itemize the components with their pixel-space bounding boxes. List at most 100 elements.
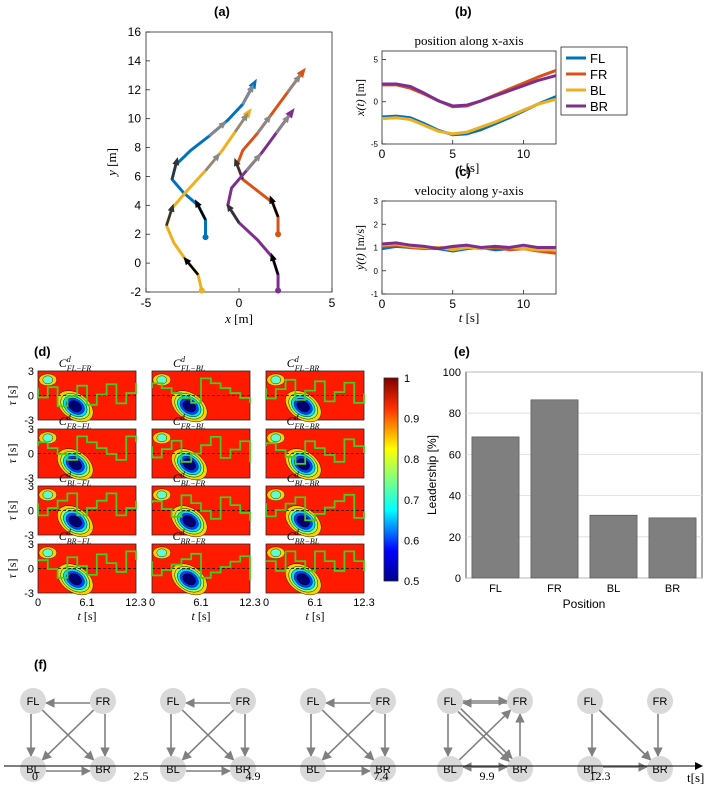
- node-label-FR: FR: [653, 696, 668, 708]
- node-label-FR: FR: [513, 696, 528, 708]
- heatmap-title-superscript: d: [295, 413, 300, 422]
- x-tick-label-a: 5: [329, 296, 336, 310]
- colorbar: [383, 377, 399, 582]
- heatmap-y-unit: [s]: [5, 501, 19, 517]
- end-marker-FR: [296, 67, 306, 79]
- heatmap-y-tick-label: -3: [24, 415, 34, 427]
- y-tick-label-c: 3: [374, 197, 379, 206]
- heatmap-x-var: t: [191, 609, 195, 623]
- heatmap-y-var: τ: [5, 458, 19, 463]
- colorbar-tick-label: 0.7: [404, 495, 419, 507]
- contour-level: [68, 400, 82, 413]
- x-axis-unit: [s]: [462, 310, 479, 325]
- heatmap-title-subscript: BL−FR: [181, 479, 206, 488]
- contour-level: [270, 490, 281, 500]
- heatmap-y-tick-label: 0: [28, 564, 34, 576]
- timeline-arrow: [695, 762, 703, 770]
- node-BL: [160, 756, 186, 782]
- start-point-BL: [198, 287, 205, 294]
- y-tick-label-a: 16: [128, 25, 142, 39]
- heading-arrow-BR: [271, 257, 280, 276]
- heading-arrow-FL: [196, 203, 207, 221]
- y-tick-label-c: 0: [374, 267, 379, 276]
- y-tick-label-a: 2: [134, 227, 141, 241]
- max-correlation-path: [151, 494, 251, 521]
- heatmap-y-tick-label: -3: [24, 588, 34, 600]
- start-point-BR: [275, 287, 282, 294]
- heatmap-title-symbol: C: [173, 414, 182, 428]
- edge-FL-BR: [321, 709, 375, 761]
- heatmap-title-subscript: BL−BR: [295, 479, 320, 488]
- node-label-BR: BR: [235, 764, 250, 776]
- node-BR: [647, 756, 673, 782]
- y-tick-label-c: 2: [374, 220, 379, 229]
- y-axis-label-a: y [m]: [104, 148, 119, 178]
- node-FR: [507, 688, 533, 714]
- heatmap-x-tick-label: 12.3: [239, 597, 260, 609]
- heatmap-y-var: τ: [5, 515, 19, 520]
- y-tick-label-b: 5: [374, 55, 379, 64]
- y-tick-label-e: 80: [449, 408, 461, 420]
- heatmap-cell-FR-BL: Cd FR−BL: [151, 413, 251, 481]
- y-tick-label-a: 10: [128, 112, 142, 126]
- x-tick-label-b: 5: [449, 147, 456, 161]
- panel-label-a: (a): [214, 4, 230, 19]
- chart-e-leadership: 0 20 40 60 80 100 FL FR BL BR Position Leadership […: [425, 367, 703, 611]
- timeline-tick-label: 7.4: [374, 769, 389, 783]
- heading-arrowhead-FL: [246, 84, 254, 93]
- y-tick-label-c: 1: [374, 244, 379, 253]
- heatmap-title-symbol: C: [287, 529, 296, 543]
- x-axis-unit: [s]: [462, 160, 479, 175]
- end-marker-FL: [248, 78, 257, 90]
- x-tick-label-c: 5: [449, 297, 456, 311]
- heatmap-title-superscript: d: [295, 355, 300, 364]
- y-tick-label-c: -1: [371, 290, 379, 299]
- node-label-BL: BL: [583, 764, 596, 776]
- heatmap-title-superscript: d: [67, 528, 72, 537]
- series-line-c-BR: [381, 241, 556, 251]
- node-label-BR: BR: [652, 764, 667, 776]
- panel-label-b: (b): [455, 4, 472, 19]
- edge-FL-BR: [181, 709, 235, 761]
- x-tick-label-c: 10: [517, 297, 531, 311]
- heatmap-title: Cd FR−BR: [287, 413, 320, 431]
- heatmap-cell-BL-BR: Cd BL−BR: [265, 470, 365, 538]
- legend-label-FR: FR: [590, 67, 607, 82]
- heatmap-title-superscript: d: [181, 528, 186, 537]
- leadership-graph-1: FL FR BL BR: [160, 688, 256, 782]
- x-axis-var: t: [459, 310, 463, 325]
- heatmap-x-axis-label: t [s]: [305, 609, 324, 623]
- edge-FL-BR: [457, 710, 510, 763]
- node-label-FR: FR: [376, 696, 391, 708]
- heatmap-x-var: t: [77, 609, 81, 623]
- panel-label-c: (c): [455, 164, 471, 179]
- x-tick-label-c: 0: [379, 297, 386, 311]
- heatmap-x-axis-label: t [s]: [77, 609, 96, 623]
- heatmap-x-tick-label: 0: [35, 597, 41, 609]
- contour-level: [296, 573, 310, 586]
- heatmap-y-unit: [s]: [5, 444, 19, 460]
- heatmap-y-var: τ: [5, 400, 19, 405]
- contour-level: [42, 490, 53, 500]
- y-tick-label-a: 6: [134, 169, 141, 183]
- timeline-tick-label: 0: [32, 769, 38, 783]
- colorbar-tick-label: 0.8: [404, 454, 419, 466]
- x-axis-var: t: [459, 160, 463, 175]
- contour-level: [270, 548, 281, 558]
- heatmap-title-superscript: d: [295, 470, 300, 479]
- y-tick-label-b: -5: [371, 140, 379, 149]
- x-tick-label-b: 10: [517, 147, 531, 161]
- heatmap-y-tick-label: 0: [28, 506, 34, 518]
- x-axis-label-c: t [s]: [459, 310, 480, 325]
- max-correlation-path: [151, 435, 251, 463]
- heatmap-y-tick-label: -3: [24, 530, 34, 542]
- node-label-FL: FL: [27, 696, 40, 708]
- node-FR: [647, 688, 673, 714]
- heatmap-title: Cd BR−BL: [287, 528, 320, 546]
- heatmap-title: Cd BR−FL: [59, 528, 92, 546]
